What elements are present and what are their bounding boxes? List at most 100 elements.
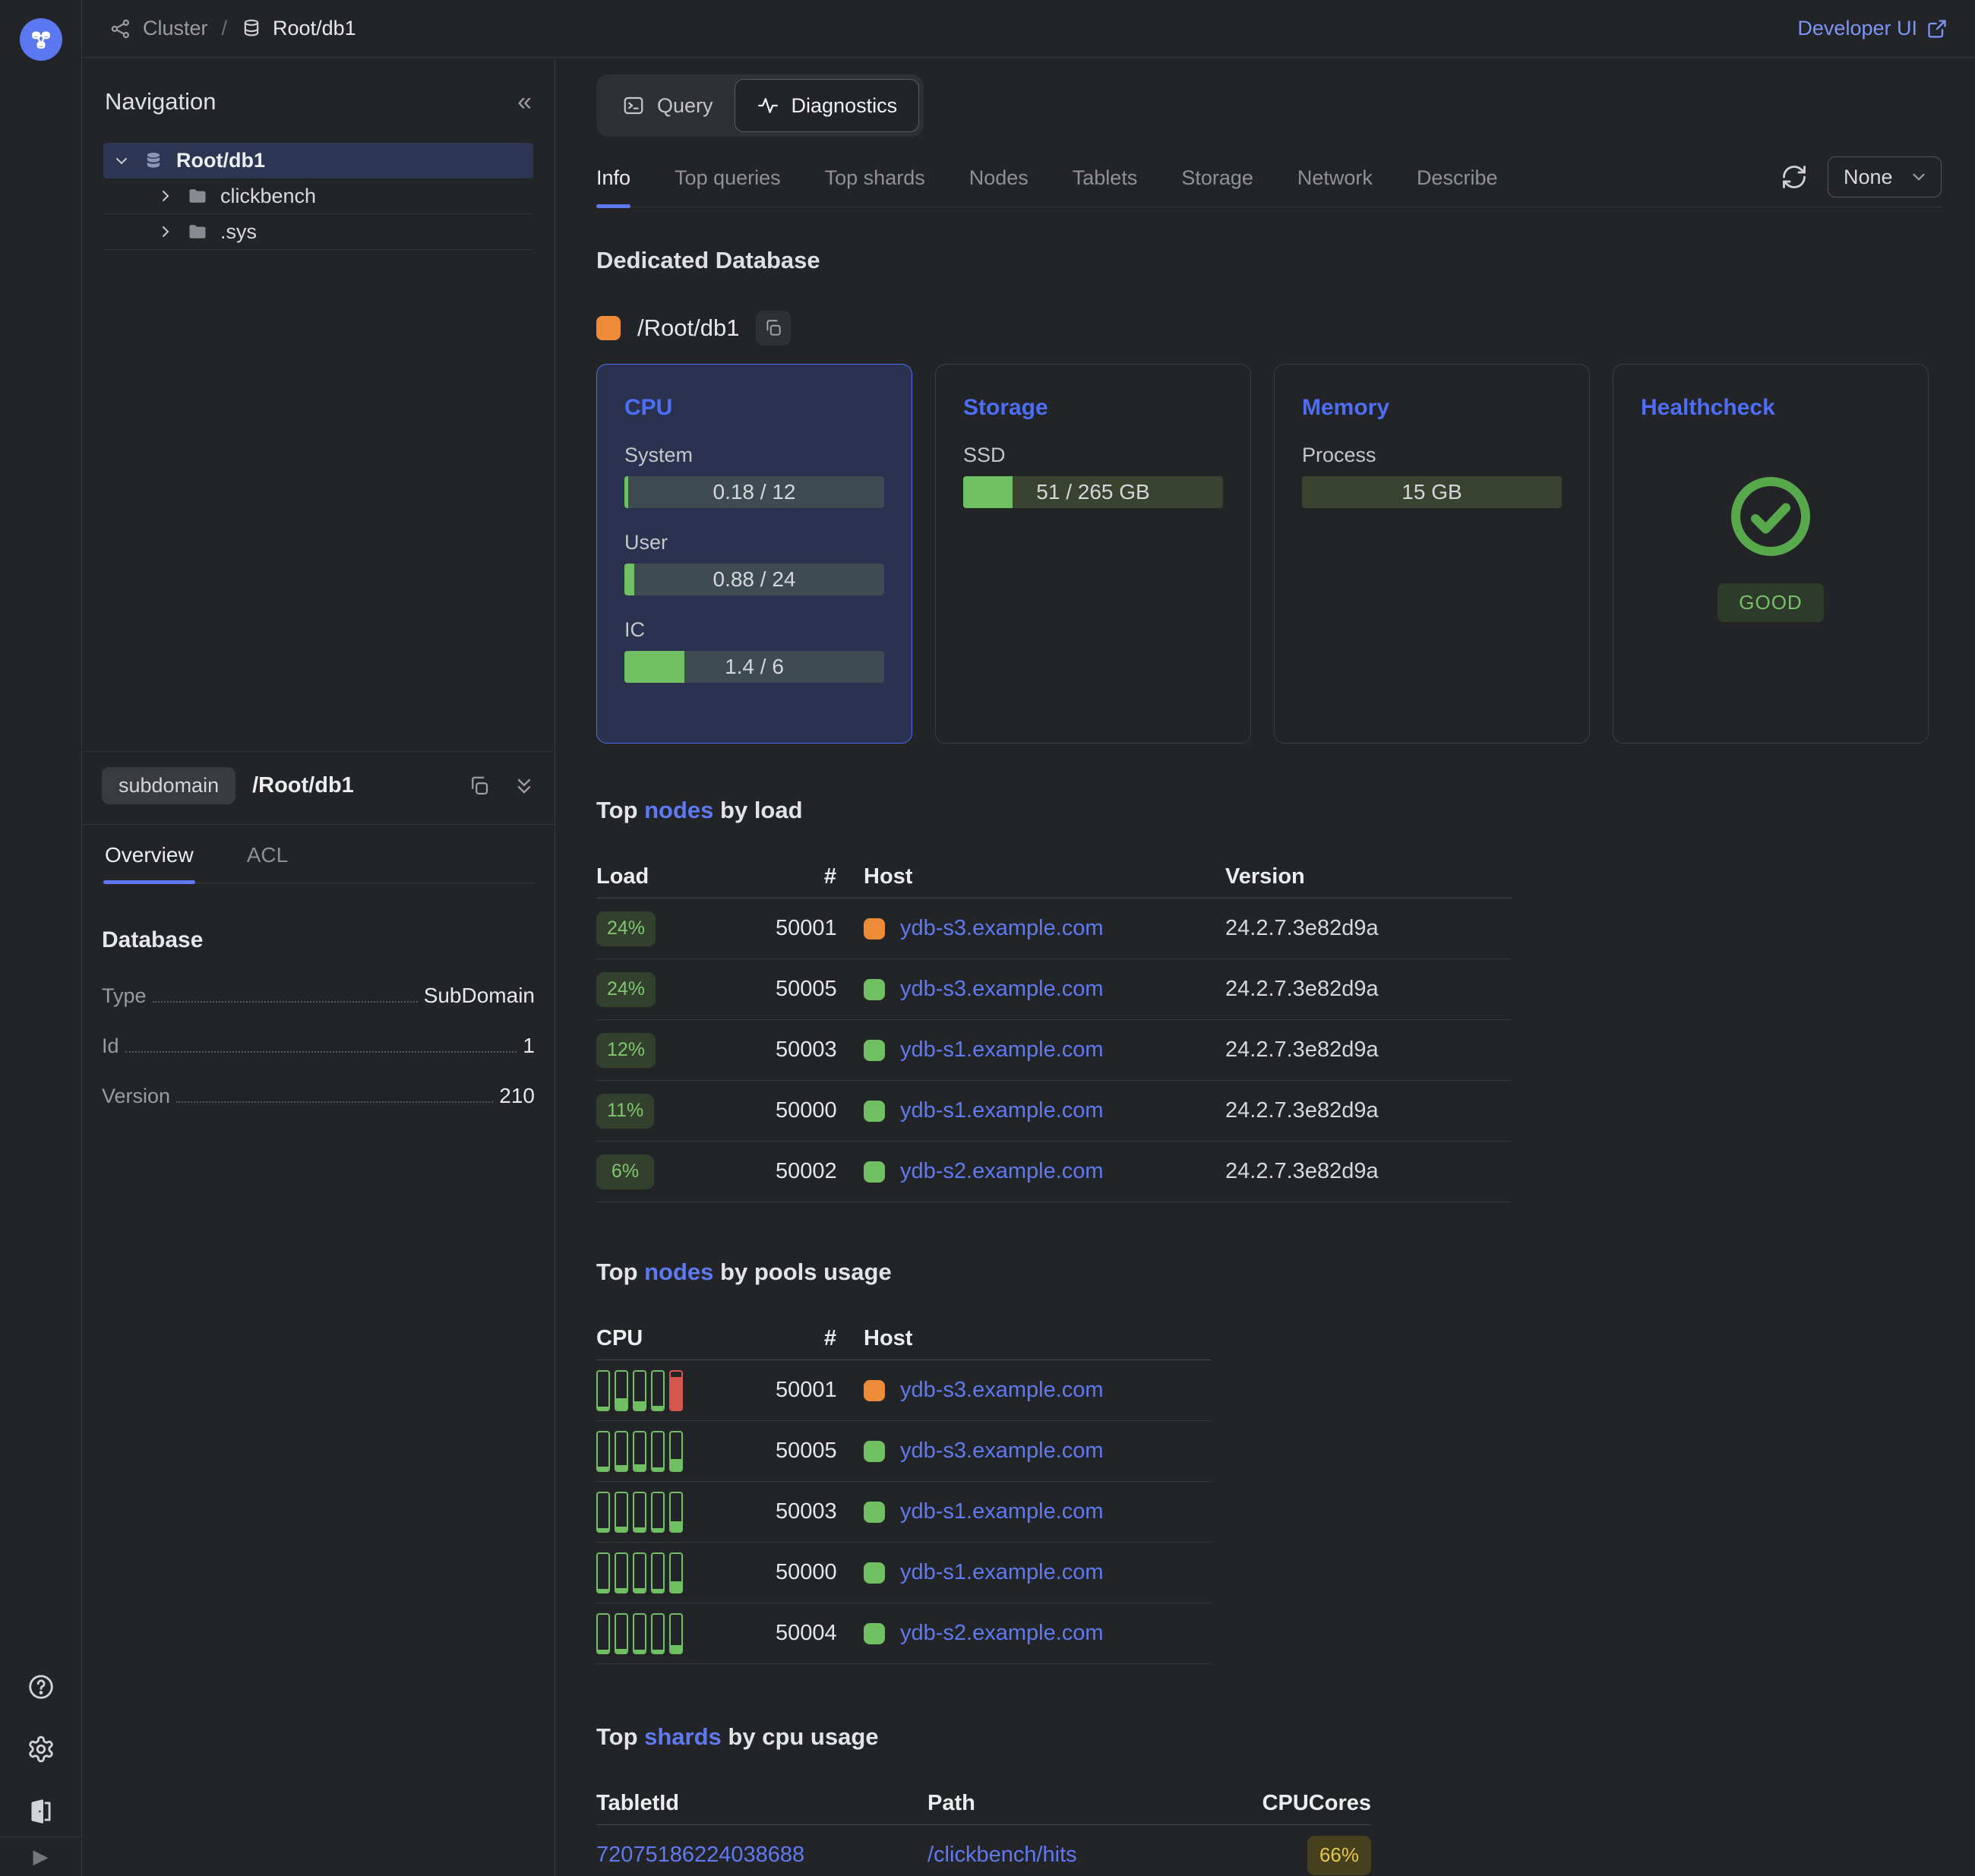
progress-fill: [624, 651, 684, 683]
info-value: 210: [499, 1084, 535, 1107]
pool-usage-bar: [633, 1430, 646, 1472]
tab-network[interactable]: Network: [1297, 166, 1373, 189]
help-icon[interactable]: [27, 1672, 55, 1701]
load-badge: 24%: [596, 911, 656, 946]
pool-usage-bar: [651, 1430, 665, 1472]
tab-info[interactable]: Info: [596, 166, 631, 208]
host-link[interactable]: ydb-s1.example.com: [900, 1098, 1104, 1123]
memory-card[interactable]: Memory Process 15 GB: [1274, 364, 1590, 744]
host-link[interactable]: ydb-s2.example.com: [900, 1159, 1104, 1183]
shard-path-link[interactable]: /clickbench/hits: [927, 1843, 1077, 1867]
memory-process-metric: Process 15 GB: [1302, 444, 1562, 508]
pool-usage-bar: [615, 1612, 628, 1654]
node-status-dot: [864, 917, 885, 940]
storage-card[interactable]: Storage SSD 51 / 265 GB: [935, 364, 1251, 744]
pool-usage-bars: [596, 1491, 748, 1533]
info-row-type: Type SubDomain: [102, 984, 535, 1008]
col-tabletid[interactable]: TabletId: [596, 1791, 680, 1815]
breadcrumb-cluster[interactable]: Cluster: [143, 17, 208, 39]
host-link[interactable]: ydb-s1.example.com: [900, 1560, 1104, 1584]
page-title: Dedicated Database: [596, 247, 820, 273]
chevron-right-icon[interactable]: [156, 187, 175, 205]
col-host[interactable]: Host: [864, 864, 913, 889]
ydb-logo[interactable]: [20, 18, 62, 61]
node-id: 50005: [776, 977, 837, 1001]
host-link[interactable]: ydb-s1.example.com: [900, 1037, 1104, 1062]
pool-usage-bar: [669, 1552, 683, 1593]
progress-fill: [624, 476, 629, 508]
col-version[interactable]: Version: [1225, 864, 1305, 889]
tab-top-queries[interactable]: Top queries: [675, 166, 781, 189]
tab-overview[interactable]: Overview: [103, 825, 195, 884]
host-link[interactable]: ydb-s3.example.com: [900, 916, 1104, 940]
database-entity-line: /Root/db1: [596, 311, 1942, 346]
top-shards-section: Top shards by cpu usage TabletId Path CP…: [596, 1723, 1942, 1876]
node-status-dot: [864, 1100, 885, 1122]
chevron-right-icon[interactable]: [156, 223, 175, 241]
col-host[interactable]: Host: [864, 1326, 913, 1350]
col-cpucores[interactable]: CPUCores: [1262, 1791, 1371, 1815]
cpu-card[interactable]: CPU System 0.18 / 12 User 0.88 / 24: [596, 364, 912, 744]
pool-usage-bar: [651, 1491, 665, 1533]
node-pools-row: 50001 ydb-s3.example.com: [596, 1360, 1212, 1421]
node-id: 50001: [776, 1378, 837, 1402]
col-id[interactable]: #: [823, 864, 836, 889]
query-view-button[interactable]: Query: [601, 79, 735, 132]
pool-usage-bars: [596, 1552, 748, 1593]
shards-link[interactable]: shards: [644, 1723, 722, 1750]
schema-tree: Root/db1 clickbench .s: [103, 143, 533, 250]
breadcrumb-current[interactable]: Root/db1: [273, 17, 356, 39]
tab-describe[interactable]: Describe: [1416, 166, 1498, 189]
nodes-pools-table: CPU # Host 50001 ydb-s3.example.com 5000…: [596, 1318, 1942, 1664]
diagnostics-view-button[interactable]: Diagnostics: [734, 79, 920, 132]
tree-item-clickbench[interactable]: clickbench: [103, 178, 533, 214]
healthcheck-card[interactable]: Healthcheck GOOD: [1613, 364, 1929, 744]
host-link[interactable]: ydb-s2.example.com: [900, 1621, 1104, 1645]
double-chevron-down-icon[interactable]: [514, 775, 535, 797]
pool-usage-bar: [633, 1369, 646, 1411]
pool-usage-bar: [615, 1369, 628, 1411]
host-link[interactable]: ydb-s1.example.com: [900, 1499, 1104, 1524]
tab-storage[interactable]: Storage: [1181, 166, 1253, 189]
refresh-icon[interactable]: [1781, 163, 1808, 191]
tab-tablets[interactable]: Tablets: [1072, 166, 1138, 189]
tab-top-shards[interactable]: Top shards: [824, 166, 925, 189]
host-cell: ydb-s1.example.com: [864, 1037, 1198, 1063]
database-path: /Root/db1: [637, 314, 740, 341]
host-link[interactable]: ydb-s3.example.com: [900, 1378, 1104, 1402]
developer-ui-link[interactable]: Developer UI: [1797, 17, 1948, 40]
host-link[interactable]: ydb-s3.example.com: [900, 1439, 1104, 1463]
copy-path-button[interactable]: [756, 311, 792, 346]
chevron-down-icon[interactable]: [112, 152, 131, 170]
logout-door-icon[interactable]: [27, 1797, 55, 1826]
cpu-card-title: CPU: [624, 395, 673, 420]
nodes-link[interactable]: nodes: [644, 797, 714, 823]
navigation-header: Navigation «: [82, 58, 555, 115]
progress-bar: 0.18 / 12: [624, 476, 884, 508]
tree-item-root-db1[interactable]: Root/db1: [103, 143, 533, 178]
entity-header-actions: [468, 775, 535, 797]
pool-usage-bars: [596, 1612, 748, 1654]
node-id: 50000: [776, 1098, 837, 1123]
pool-usage-bars: [596, 1430, 748, 1472]
col-path[interactable]: Path: [927, 1791, 975, 1815]
copy-icon[interactable]: [468, 775, 491, 797]
tab-nodes[interactable]: Nodes: [969, 166, 1029, 189]
progress-bar: 15 GB: [1302, 476, 1562, 508]
autorefresh-select[interactable]: None: [1828, 156, 1942, 197]
tree-item-sys[interactable]: .sys: [103, 214, 533, 250]
nodes-link[interactable]: nodes: [644, 1259, 714, 1285]
chevron-down-icon: [1909, 167, 1929, 187]
col-load[interactable]: Load: [596, 864, 649, 889]
col-cpu[interactable]: CPU: [596, 1326, 643, 1350]
collapse-panel-icon[interactable]: «: [517, 87, 532, 116]
tablet-id-link[interactable]: 72075186224038688: [596, 1843, 805, 1867]
col-id[interactable]: #: [823, 1326, 836, 1350]
rail-expand-button[interactable]: ▶: [0, 1837, 81, 1876]
nodes-load-table: Load # Host Version 24% 50001 ydb-s3.exa…: [596, 856, 1942, 1202]
metric-label: SSD: [963, 444, 1006, 466]
progress-bar: 1.4 / 6: [624, 651, 884, 683]
settings-gear-icon[interactable]: [27, 1735, 55, 1764]
host-link[interactable]: ydb-s3.example.com: [900, 977, 1104, 1001]
tab-acl[interactable]: ACL: [246, 843, 289, 867]
